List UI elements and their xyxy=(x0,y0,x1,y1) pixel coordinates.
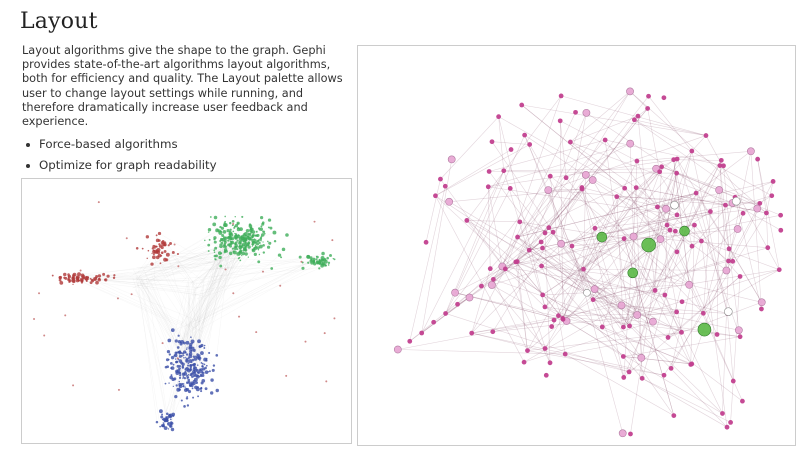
list-item: Force-based algorithms xyxy=(22,134,342,155)
graph-clusters-image xyxy=(21,178,352,444)
page-title: Layout xyxy=(20,9,98,34)
graph-network-svg xyxy=(393,87,784,438)
list-item: Optimize for graph readability xyxy=(22,155,342,176)
graph-network-image xyxy=(357,45,796,446)
graph-clusters-svg xyxy=(33,201,336,432)
feature-list: Force-based algorithms Optimize for grap… xyxy=(22,134,342,176)
intro-paragraph: Layout algorithms give the shape to the … xyxy=(22,44,343,129)
